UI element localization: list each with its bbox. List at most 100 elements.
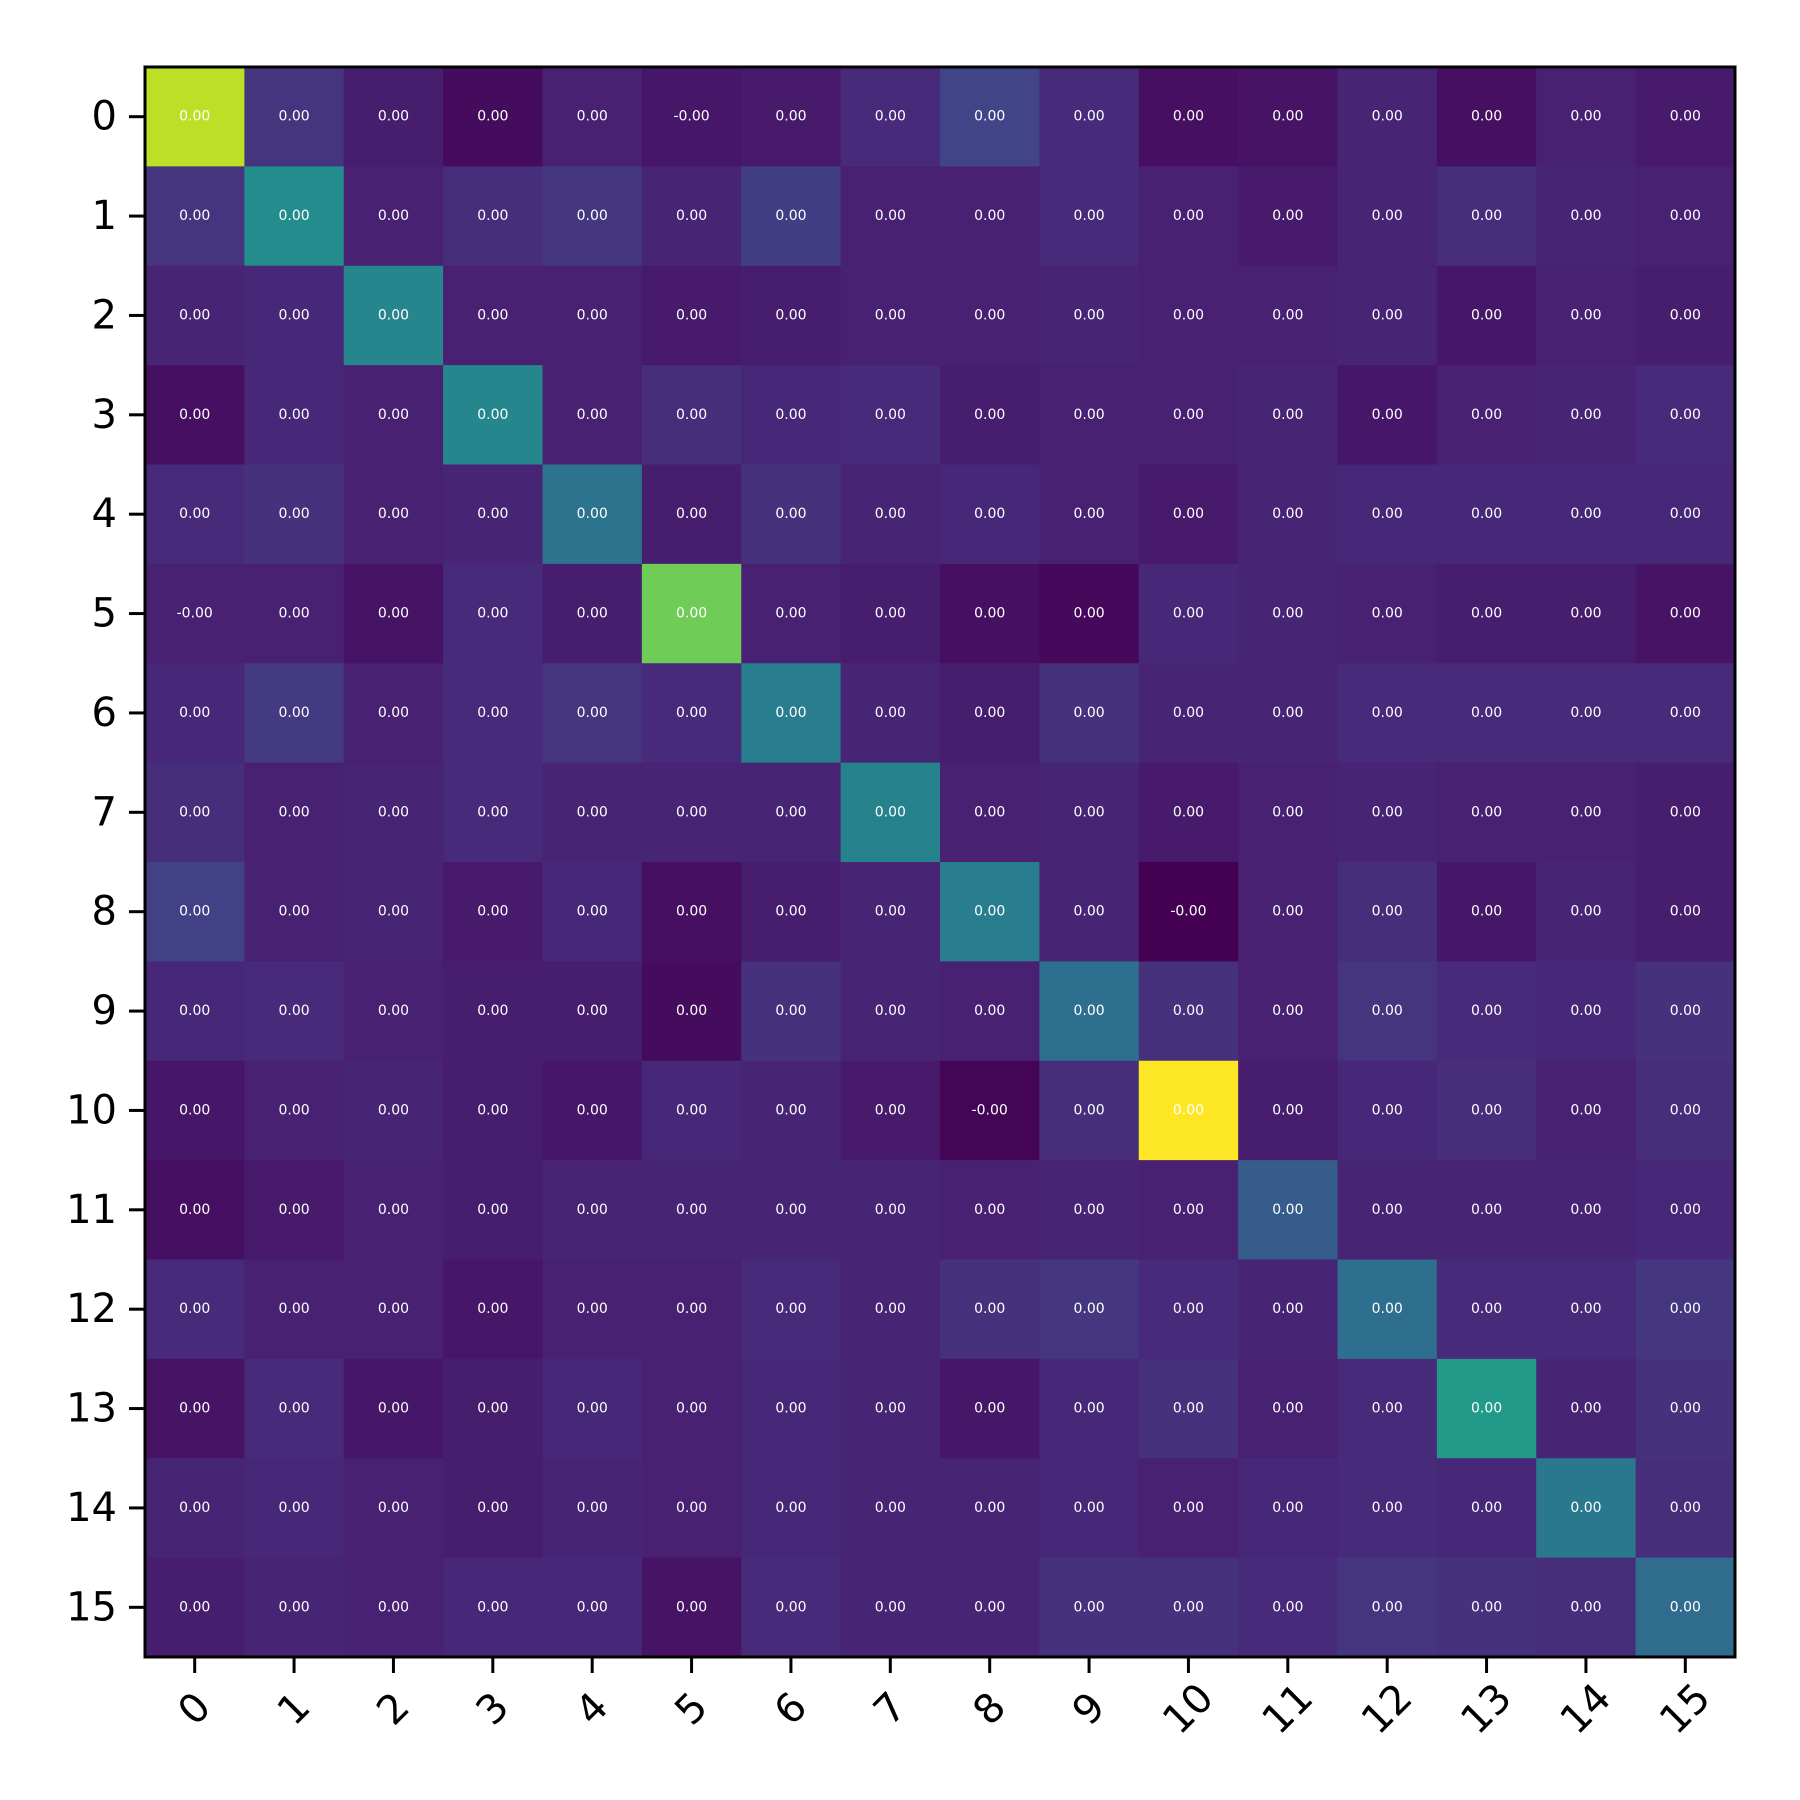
cell-value-label-13-11: 0.00	[1272, 1401, 1303, 1417]
cell-value-label-7-5: 0.00	[676, 804, 707, 820]
heatmap-cell-5-12	[1337, 563, 1438, 664]
cell-value-label-12-0: 0.00	[179, 1301, 210, 1317]
cell-value-label-10-7: 0.00	[875, 1102, 906, 1118]
cell-value-label-13-10: 0.00	[1173, 1401, 1204, 1417]
heatmap-cell-13-5	[641, 1358, 742, 1459]
heatmap-cell-6-6	[741, 663, 842, 764]
heatmap-cell-3-2	[343, 365, 444, 465]
cell-value-label-9-2: 0.00	[378, 1003, 409, 1019]
cell-value-label-4-3: 0.00	[477, 506, 508, 522]
heatmap-cell-15-12	[1337, 1557, 1438, 1658]
cell-value-label-6-6: 0.00	[775, 705, 806, 721]
heatmap-cell-13-13	[1436, 1358, 1537, 1459]
cell-value-label-3-15: 0.00	[1670, 407, 1701, 423]
cell-value-label-3-5: 0.00	[676, 407, 707, 423]
heatmap-cell-4-5	[641, 464, 742, 565]
heatmap-cell-14-11	[1238, 1458, 1338, 1559]
cell-value-label-12-2: 0.00	[378, 1301, 409, 1317]
heatmap-cell-7-0	[145, 762, 245, 863]
heatmap-cell-7-3	[443, 762, 543, 863]
heatmap-cell-3-12	[1337, 365, 1438, 465]
heatmap-cell-8-14	[1536, 862, 1637, 962]
heatmap-cell-2-5	[641, 265, 742, 366]
cell-value-label-4-8: 0.00	[974, 506, 1005, 522]
cell-value-label-4-2: 0.00	[378, 506, 409, 522]
cell-value-label-1-6: 0.00	[775, 208, 806, 224]
heatmap-cell-14-6	[741, 1458, 842, 1559]
cell-value-label-13-9: 0.00	[1073, 1401, 1104, 1417]
heatmap-cell-15-13	[1436, 1557, 1537, 1658]
x-tick-label-0: 0	[169, 1684, 220, 1735]
heatmap-cell-1-8	[940, 166, 1040, 267]
cell-value-label-10-10: 0.00	[1173, 1102, 1204, 1118]
cell-value-label-15-1: 0.00	[278, 1599, 309, 1615]
heatmap-cell-2-0	[145, 265, 245, 366]
heatmap-cell-14-8	[940, 1458, 1040, 1559]
cell-value-label-5-14: 0.00	[1570, 606, 1601, 622]
cell-value-label-9-8: 0.00	[974, 1003, 1005, 1019]
cell-value-label-5-5: 0.00	[676, 606, 707, 622]
heatmap-cell-15-14	[1536, 1557, 1637, 1658]
cell-value-label-1-15: 0.00	[1670, 208, 1701, 224]
cell-value-label-13-0: 0.00	[179, 1401, 210, 1417]
cell-value-label-4-0: 0.00	[179, 506, 210, 522]
heatmap-cell-5-15	[1635, 563, 1736, 664]
cell-value-label-11-5: 0.00	[676, 1202, 707, 1218]
cell-value-label-5-8: 0.00	[974, 606, 1005, 622]
cell-value-label-7-13: 0.00	[1471, 804, 1502, 820]
heatmap-cell-3-10	[1138, 365, 1239, 465]
cell-value-label-0-3: 0.00	[477, 109, 508, 125]
heatmap-cell-7-2	[343, 762, 444, 863]
cell-value-label-2-8: 0.00	[974, 307, 1005, 323]
cell-value-label-14-12: 0.00	[1372, 1500, 1403, 1516]
cell-value-label-10-14: 0.00	[1570, 1102, 1601, 1118]
heatmap-cell-14-2	[343, 1458, 444, 1559]
cell-value-label-7-0: 0.00	[179, 804, 210, 820]
cell-value-label-15-2: 0.00	[378, 1599, 409, 1615]
y-tick-label-4: 4	[92, 491, 117, 537]
cell-value-label-2-15: 0.00	[1670, 307, 1701, 323]
heatmap-cell-12-9	[1039, 1259, 1140, 1360]
heatmap-cell-6-15	[1635, 663, 1736, 764]
heatmap-cell-3-3	[443, 365, 543, 465]
cell-value-label-13-12: 0.00	[1372, 1401, 1403, 1417]
cell-value-label-1-10: 0.00	[1173, 208, 1204, 224]
cell-value-label-0-13: 0.00	[1471, 109, 1502, 125]
heatmap-cell-1-11	[1238, 166, 1338, 267]
x-tick-label-3: 3	[468, 1684, 519, 1735]
cell-value-label-9-0: 0.00	[179, 1003, 210, 1019]
cell-value-label-0-4: 0.00	[577, 109, 608, 125]
heatmap-cell-12-15	[1635, 1259, 1736, 1360]
x-tick-label-11: 11	[1254, 1675, 1323, 1744]
cell-value-label-2-5: 0.00	[676, 307, 707, 323]
cell-value-label-8-8: 0.00	[974, 904, 1005, 920]
cell-value-label-9-13: 0.00	[1471, 1003, 1502, 1019]
heatmap-cell-15-10	[1138, 1557, 1239, 1658]
heatmap-cell-2-8	[940, 265, 1040, 366]
heatmap-cell-4-12	[1337, 464, 1438, 565]
cell-value-label-0-11: 0.00	[1272, 109, 1303, 125]
cell-value-label-3-10: 0.00	[1173, 407, 1204, 423]
heatmap-cell-6-14	[1536, 663, 1637, 764]
heatmap-cell-4-14	[1536, 464, 1637, 565]
heatmap-cell-7-9	[1039, 762, 1140, 863]
heatmap-cell-7-4	[542, 762, 643, 863]
cell-value-label-4-10: 0.00	[1173, 506, 1204, 522]
cell-value-label-0-10: 0.00	[1173, 109, 1204, 125]
heatmap-cell-3-14	[1536, 365, 1637, 465]
heatmap-cell-13-0	[145, 1358, 245, 1459]
cell-value-label-5-6: 0.00	[775, 606, 806, 622]
cell-value-label-15-6: 0.00	[775, 1599, 806, 1615]
cell-value-label-5-7: 0.00	[875, 606, 906, 622]
cell-value-label-12-9: 0.00	[1073, 1301, 1104, 1317]
cell-value-label-14-4: 0.00	[577, 1500, 608, 1516]
cell-value-label-5-1: 0.00	[278, 606, 309, 622]
heatmap-cell-2-1	[244, 265, 345, 366]
heatmap-cell-6-9	[1039, 663, 1140, 764]
x-tick-label-2: 2	[368, 1684, 419, 1735]
heatmap-cell-5-10	[1138, 563, 1239, 664]
heatmap-cell-5-1	[244, 563, 345, 664]
cell-value-label-13-5: 0.00	[676, 1401, 707, 1417]
heatmap-cell-3-7	[840, 365, 941, 465]
heatmap-cell-10-5	[641, 1060, 742, 1161]
